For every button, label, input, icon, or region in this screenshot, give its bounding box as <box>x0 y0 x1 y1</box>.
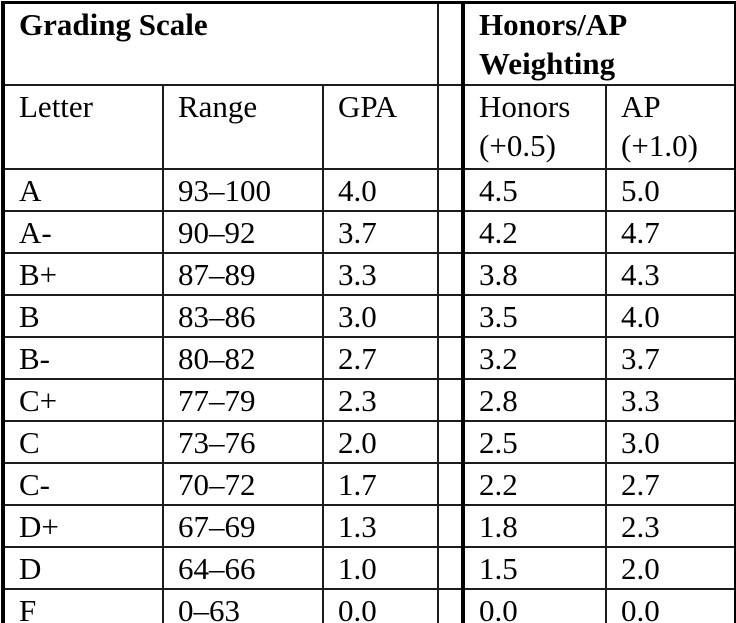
cell-ap: 0.0 <box>605 587 736 623</box>
cell-letter: B+ <box>2 251 164 296</box>
cell-range: 93–100 <box>162 167 324 212</box>
cell-honors: 4.2 <box>462 209 608 254</box>
cell-gpa: 3.3 <box>321 251 440 296</box>
spacer-cell <box>437 83 466 170</box>
grade-row: D 64–66 1.0 1.5 2.0 <box>2 545 736 590</box>
cell-gpa: 3.7 <box>321 209 440 254</box>
cell-range: 83–86 <box>162 293 324 338</box>
spacer-cell <box>437 335 466 380</box>
grade-row: C 73–76 2.0 2.5 3.0 <box>2 419 736 464</box>
cell-gpa: 2.0 <box>321 419 440 464</box>
cell-range: 0–63 <box>162 587 324 623</box>
cell-letter: B- <box>2 335 164 380</box>
col-header-ap-line1: AP <box>621 88 661 124</box>
cell-ap: 4.0 <box>605 293 736 338</box>
cell-letter: A- <box>2 209 164 254</box>
spacer-cell <box>437 419 466 464</box>
cell-ap: 5.0 <box>605 167 736 212</box>
col-header-honors-line2: (+0.5) <box>479 127 556 163</box>
cell-honors: 2.2 <box>462 461 608 506</box>
cell-letter: C- <box>2 461 164 506</box>
spacer-cell <box>437 293 466 338</box>
spacer-cell <box>437 209 466 254</box>
col-header-honors: Honors (+0.5) <box>462 83 608 170</box>
cell-gpa: 1.0 <box>321 545 440 590</box>
cell-gpa: 4.0 <box>321 167 440 212</box>
cell-letter: C <box>2 419 164 464</box>
col-header-ap-line2: (+1.0) <box>621 127 698 163</box>
spacer-cell <box>437 587 466 623</box>
cell-letter: D+ <box>2 503 164 548</box>
cell-ap: 4.3 <box>605 251 736 296</box>
cell-letter: F <box>2 587 164 623</box>
column-header-row: Letter Range GPA Honors (+0.5) AP (+1.0) <box>2 83 736 170</box>
grade-row: C+ 77–79 2.3 2.8 3.3 <box>2 377 736 422</box>
spacer-cell <box>437 251 466 296</box>
grading-scale-section-title: Grading Scale <box>1 1 440 86</box>
col-header-gpa: GPA <box>321 83 440 170</box>
cell-letter: D <box>2 545 164 590</box>
cell-honors: 1.8 <box>462 503 608 548</box>
cell-ap: 3.0 <box>605 419 736 464</box>
spacer-cell <box>437 167 466 212</box>
cell-range: 73–76 <box>162 419 324 464</box>
spacer-cell <box>437 503 466 548</box>
cell-ap: 3.7 <box>605 335 736 380</box>
grade-row: B+ 87–89 3.3 3.8 4.3 <box>2 251 736 296</box>
cell-range: 80–82 <box>162 335 324 380</box>
cell-ap: 4.7 <box>605 209 736 254</box>
cell-ap: 2.0 <box>605 545 736 590</box>
cell-honors: 3.2 <box>462 335 608 380</box>
cell-letter: C+ <box>2 377 164 422</box>
cell-honors: 2.5 <box>462 419 608 464</box>
cell-gpa: 2.3 <box>321 377 440 422</box>
cell-gpa: 3.0 <box>321 293 440 338</box>
spacer-cell <box>437 377 466 422</box>
honors-ap-title-line1: Honors/AP <box>479 7 628 42</box>
col-header-ap: AP (+1.0) <box>605 83 736 170</box>
grade-row: C- 70–72 1.7 2.2 2.7 <box>2 461 736 506</box>
cell-range: 64–66 <box>162 545 324 590</box>
grade-row: D+ 67–69 1.3 1.8 2.3 <box>2 503 736 548</box>
cell-range: 67–69 <box>162 503 324 548</box>
spacer-cell <box>437 461 466 506</box>
cell-honors: 4.5 <box>462 167 608 212</box>
col-header-letter: Letter <box>2 83 164 170</box>
col-header-range: Range <box>162 83 324 170</box>
cell-letter: A <box>2 167 164 212</box>
cell-range: 77–79 <box>162 377 324 422</box>
grade-row: B 83–86 3.0 3.5 4.0 <box>2 293 736 338</box>
cell-range: 70–72 <box>162 461 324 506</box>
cell-honors: 3.5 <box>462 293 608 338</box>
spacer-cell <box>437 1 466 86</box>
cell-letter: B <box>2 293 164 338</box>
section-header-row: Grading Scale Honors/AP Weighting <box>1 1 736 86</box>
cell-honors: 2.8 <box>462 377 608 422</box>
grade-row: A 93–100 4.0 4.5 5.0 <box>2 167 736 212</box>
cell-ap: 3.3 <box>605 377 736 422</box>
cell-ap: 2.3 <box>605 503 736 548</box>
grade-row: B- 80–82 2.7 3.2 3.7 <box>2 335 736 380</box>
grade-row: A- 90–92 3.7 4.2 4.7 <box>2 209 736 254</box>
cell-gpa: 0.0 <box>321 587 440 623</box>
grade-row: F 0–63 0.0 0.0 0.0 <box>2 587 736 623</box>
cell-ap: 2.7 <box>605 461 736 506</box>
cell-honors: 1.5 <box>462 545 608 590</box>
spacer-cell <box>437 545 466 590</box>
cell-gpa: 1.3 <box>321 503 440 548</box>
cell-range: 87–89 <box>162 251 324 296</box>
cell-gpa: 2.7 <box>321 335 440 380</box>
cell-range: 90–92 <box>162 209 324 254</box>
honors-ap-title-line2: Weighting <box>479 46 616 82</box>
table-body: A 93–100 4.0 4.5 5.0 A- 90–92 3.7 4.2 4.… <box>2 167 736 623</box>
honors-ap-section-title: Honors/AP Weighting <box>462 1 736 86</box>
cell-honors: 0.0 <box>462 587 608 623</box>
cell-honors: 3.8 <box>462 251 608 296</box>
col-header-honors-line1: Honors <box>479 88 571 124</box>
cell-gpa: 1.7 <box>321 461 440 506</box>
